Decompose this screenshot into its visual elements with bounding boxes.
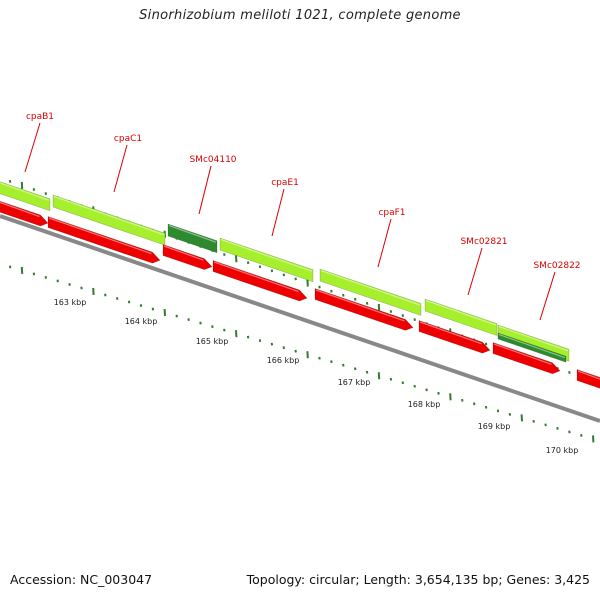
gene-label[interactable]: SMc04110 <box>189 155 236 165</box>
gene-leader-line <box>24 122 41 173</box>
gene-bar-green-7-overlay-highlight <box>498 333 566 359</box>
gene-arrow-red-4-highlight <box>213 261 299 293</box>
gene-arrow-red-4[interactable] <box>212 260 308 302</box>
gene-label[interactable]: cpaF1 <box>378 208 405 218</box>
scale-label-layer: 163 kbp 164 kbp 165 kbp 166 kbp 167 kbp 168 k… <box>54 298 579 455</box>
gene-bar-green-4[interactable] <box>219 237 314 283</box>
gene-bar-green-4-highlight <box>220 238 313 272</box>
gene-leader-line <box>271 188 285 237</box>
map-title: Sinorhizobium meliloti 1021, complete ge… <box>139 8 461 23</box>
gene-leader-line <box>198 165 212 215</box>
gene-arrow-red-3[interactable] <box>162 244 213 270</box>
scale-label: 167 kbp <box>338 378 371 387</box>
gene-bar-green-5[interactable] <box>319 268 422 316</box>
gene-label[interactable]: cpaB1 <box>26 112 54 122</box>
gene-leader-line <box>113 144 128 193</box>
scale-label: 163 kbp <box>54 298 87 307</box>
gene-arrow-red-5[interactable] <box>314 288 414 331</box>
scale-label: 165 kbp <box>196 337 229 346</box>
red-track-layer <box>0 200 600 390</box>
scale-label: 164 kbp <box>125 317 158 326</box>
genome-stats-label: Topology: circular; Length: 3,654,135 bp… <box>246 572 590 587</box>
gene-arrow-red-2[interactable] <box>47 216 161 264</box>
tick-row-inner <box>8 265 595 443</box>
gene-bar-green-3-highlight <box>168 224 217 243</box>
gene-arrow-red-7[interactable] <box>492 342 561 375</box>
gene-arrow-red-8-highlight <box>577 370 600 380</box>
gene-bar-green-5-highlight <box>320 269 421 306</box>
genome-backbone <box>0 214 600 423</box>
gene-bar-green-6-highlight <box>425 299 497 326</box>
gene-bar-green-3[interactable] <box>167 223 218 254</box>
gene-bar-green-1[interactable] <box>0 180 51 212</box>
gene-leader-line <box>377 218 392 268</box>
gene-label[interactable]: SMc02822 <box>533 261 580 271</box>
accession-label: Accession: NC_003047 <box>10 572 153 587</box>
scale-label: 166 kbp <box>267 356 300 365</box>
gene-arrow-red-8[interactable] <box>576 369 600 390</box>
gene-bar-green-2-highlight <box>53 195 165 236</box>
gene-label[interactable]: SMc02821 <box>460 237 507 247</box>
gene-arrow-red-1-highlight <box>0 201 40 218</box>
gene-arrow-red-1[interactable] <box>0 200 49 227</box>
gene-bar-green-7-highlight <box>498 325 569 352</box>
gene-bar-green-6[interactable] <box>424 298 498 337</box>
scale-label: 169 kbp <box>478 422 511 431</box>
gene-leader-line <box>539 271 556 321</box>
gene-label[interactable]: cpaE1 <box>271 178 299 188</box>
green-track-layer <box>0 180 570 363</box>
gene-arrow-red-6[interactable] <box>418 320 491 354</box>
scale-label: 168 kbp <box>408 400 441 409</box>
gene-label[interactable]: cpaC1 <box>114 134 142 144</box>
genome-backbone-layer <box>0 214 600 423</box>
gene-arrow-red-3-highlight <box>163 245 204 261</box>
gene-arrow-red-2-highlight <box>48 217 152 255</box>
gene-label-layer: cpaB1 cpaC1 SMc04110 cpaE1 cpaF1 SMc02821 SMc0… <box>24 112 581 321</box>
gene-arrow-red-5-highlight <box>315 289 405 322</box>
scale-label: 170 kbp <box>546 446 579 455</box>
gene-bar-green-7-overlay[interactable] <box>497 332 567 363</box>
gene-arrow-red-6-highlight <box>419 321 482 345</box>
gene-bar-green-1-highlight <box>0 182 50 201</box>
gene-leader-line <box>467 247 483 296</box>
gene-arrow-red-7-highlight <box>493 343 552 365</box>
